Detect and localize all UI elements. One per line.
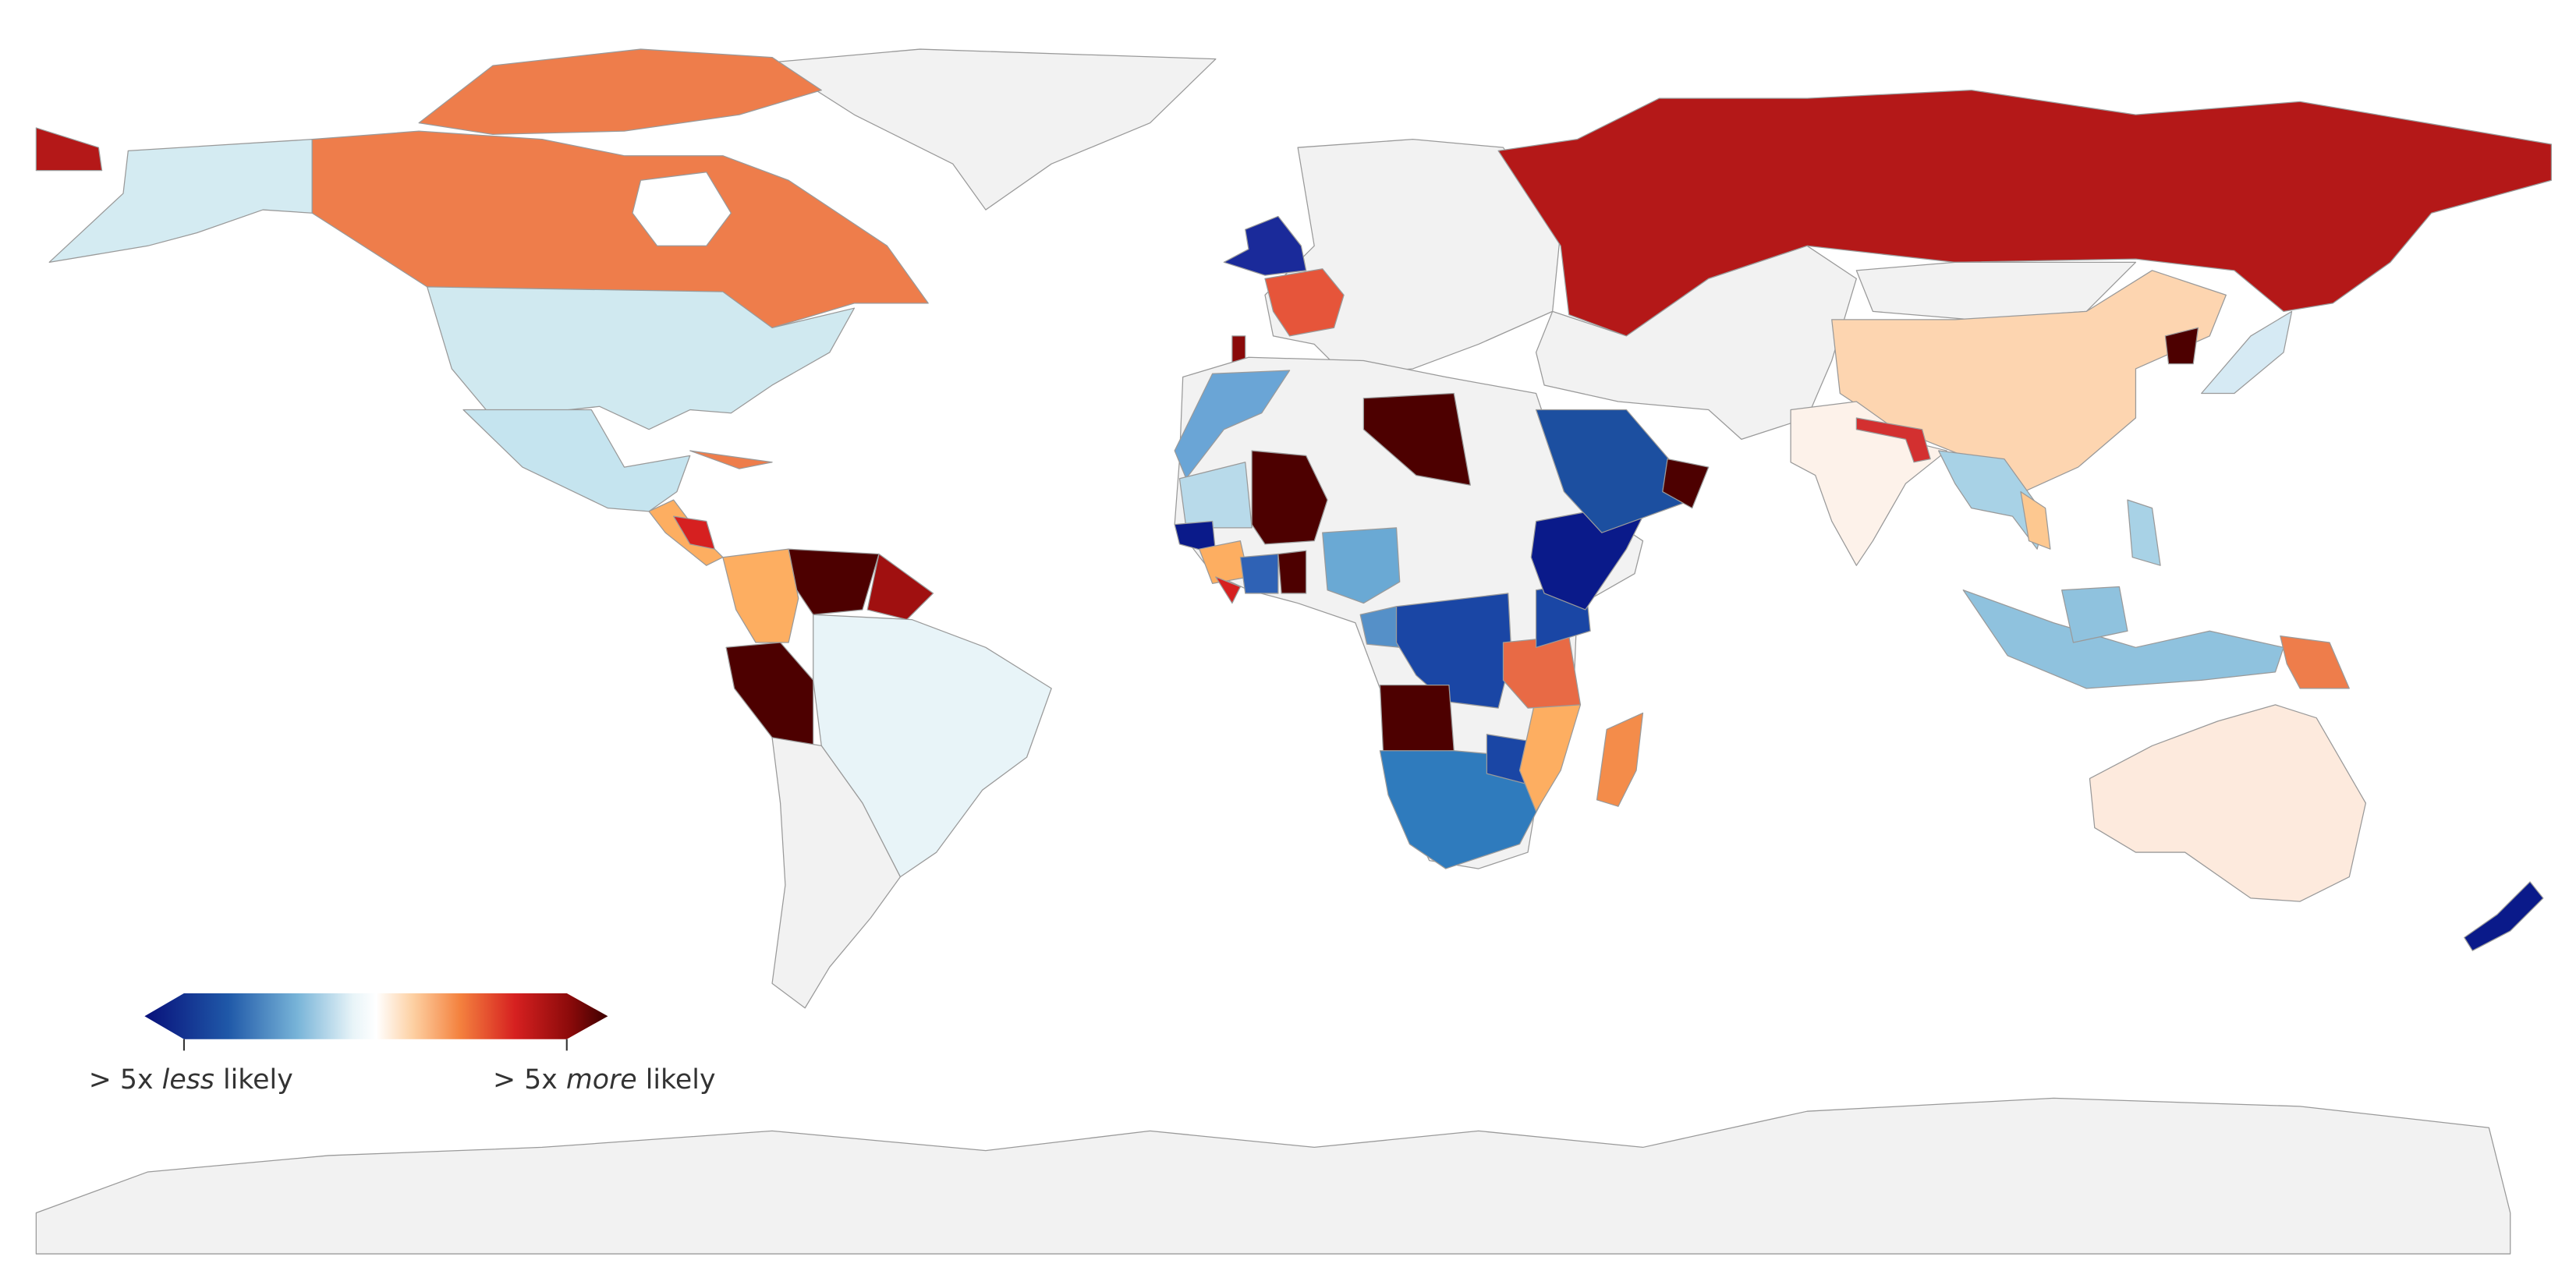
legend-low-label: > 5x less likely (89, 1064, 293, 1096)
borneo (2061, 586, 2128, 643)
australia (2089, 704, 2366, 902)
nepal-bangladesh (1855, 417, 1931, 463)
oman (1662, 458, 1710, 509)
hudson-bay (632, 172, 732, 246)
angola (1379, 685, 1455, 755)
label-emphasis: less (162, 1064, 214, 1096)
south-america-south (771, 737, 901, 1009)
morocco (1174, 370, 1291, 480)
nicaragua (673, 515, 715, 550)
land-layer (35, 48, 2553, 1255)
se-asia (1938, 450, 2046, 550)
greenland (771, 48, 1217, 211)
venezuela (788, 548, 880, 615)
guyana (866, 553, 934, 621)
vietnam (2020, 490, 2051, 550)
legend-high-label: > 5x more likely (493, 1064, 716, 1096)
mexico (462, 409, 691, 512)
liberia (1215, 576, 1242, 604)
new-zealand (2464, 881, 2544, 951)
mali (1251, 450, 1328, 545)
mauritania (1178, 462, 1253, 529)
southern-africa (1379, 750, 1542, 869)
libya (1362, 392, 1471, 486)
label-suffix: likely (223, 1064, 293, 1096)
colombia (722, 548, 799, 643)
north-korea (2164, 327, 2199, 365)
japan (2201, 310, 2293, 395)
label-prefix: > 5x (493, 1064, 558, 1096)
png (2280, 635, 2350, 689)
uk (1223, 215, 1307, 276)
chukotka (35, 127, 103, 172)
label-emphasis: more (566, 1064, 637, 1096)
cote-divoire (1239, 553, 1279, 594)
label-suffix: likely (646, 1064, 716, 1096)
madagascar (1596, 712, 1644, 807)
colorbar (144, 993, 608, 1039)
france (1264, 268, 1345, 337)
ghana (1277, 550, 1307, 594)
nigeria (1322, 527, 1401, 604)
label-prefix: > 5x (89, 1064, 154, 1096)
peru (725, 642, 814, 755)
canada-islands (418, 48, 822, 135)
philippines (2127, 499, 2161, 566)
cuba (689, 450, 773, 469)
indonesia (1962, 589, 2284, 689)
color-legend: > 5x less likely > 5x more likely (89, 993, 716, 1096)
brazil (813, 614, 1052, 878)
antarctica (35, 1097, 2511, 1255)
europe (1264, 139, 1561, 374)
drc (1395, 593, 1512, 709)
